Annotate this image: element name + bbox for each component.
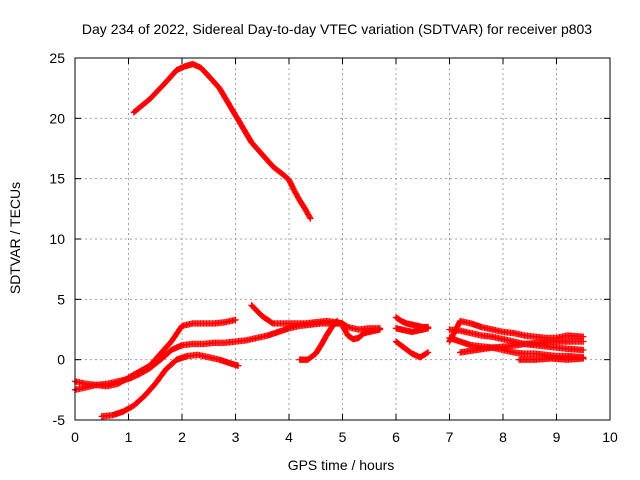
chart-title: Day 234 of 2022, Sidereal Day-to-day VTE… xyxy=(82,21,592,37)
x-tick-label: 6 xyxy=(392,429,400,445)
series-4 xyxy=(98,351,242,420)
series-1 xyxy=(130,60,314,222)
series-15 xyxy=(515,355,587,363)
y-axis-label: SDTVAR / TECUs xyxy=(7,182,23,294)
x-tick-label: 3 xyxy=(232,429,240,445)
x-tick-label: 4 xyxy=(285,429,293,445)
series-markers xyxy=(98,351,242,420)
x-tick-label: 10 xyxy=(602,429,618,445)
series-markers xyxy=(457,338,587,356)
axes: 0 1 2 3 4 5 6 7 8 9 10 -5 0 5 10 15 20 25 xyxy=(49,50,618,445)
y-tick-label: 25 xyxy=(49,50,65,66)
series-7 xyxy=(339,322,384,343)
x-tick-label: 0 xyxy=(71,429,79,445)
x-axis-label: GPS time / hours xyxy=(288,457,395,473)
y-tick-label: 5 xyxy=(57,291,65,307)
y-tick-label: 10 xyxy=(49,231,65,247)
x-tick-label: 9 xyxy=(553,429,561,445)
series-markers xyxy=(296,317,341,363)
series-14 xyxy=(457,338,587,356)
plot-border xyxy=(74,57,611,421)
series-markers xyxy=(392,325,432,336)
x-tick-label: 2 xyxy=(178,429,186,445)
x-tick-label: 5 xyxy=(339,429,347,445)
series-markers xyxy=(339,322,384,343)
x-tick-label: 7 xyxy=(446,429,454,445)
y-tick-label: 20 xyxy=(49,110,65,126)
series-6 xyxy=(296,317,341,363)
y-tick-label: -5 xyxy=(53,412,66,428)
series-markers xyxy=(130,60,314,222)
x-tick-label: 8 xyxy=(499,429,507,445)
series-10 xyxy=(392,338,432,361)
series-markers xyxy=(515,355,587,363)
y-tick-label: 15 xyxy=(49,171,65,187)
x-tick-label: 1 xyxy=(125,429,133,445)
series-markers xyxy=(392,338,432,361)
series-9 xyxy=(392,325,432,336)
y-tick-label: 0 xyxy=(57,352,65,368)
